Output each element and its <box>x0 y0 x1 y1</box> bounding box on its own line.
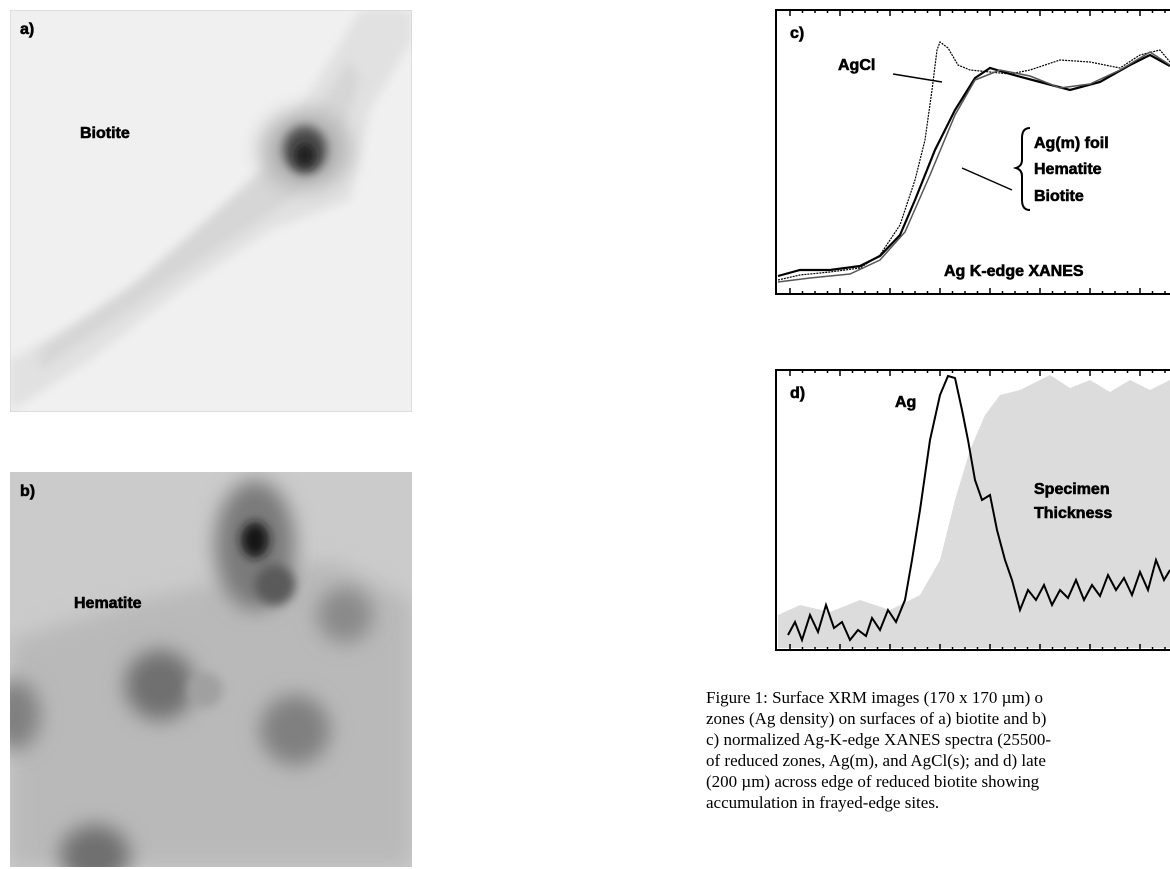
caption-line: Figure 1: Surface XRM images (170 x 170 … <box>706 688 1043 707</box>
caption: Figure 1: Surface XRM images (170 x 170 … <box>706 688 1051 812</box>
annotation: Hematite <box>74 595 142 612</box>
annotation: Specimen <box>1034 481 1110 498</box>
annotation: AgCl <box>838 57 875 74</box>
spectrum-panel-c <box>775 9 1170 295</box>
caption-line: of reduced zones, Ag(m), and AgCl(s); an… <box>706 751 1046 770</box>
annotation: Hematite <box>1034 161 1102 178</box>
panel-label: c) <box>790 25 804 42</box>
image-a <box>10 10 412 412</box>
annotation: Ag K-edge XANES <box>944 263 1084 280</box>
panel-label: d) <box>790 385 805 402</box>
annotation: Ag <box>895 394 916 411</box>
annotation: Ag(m) foil <box>1034 135 1109 152</box>
annotation: Thickness <box>1034 505 1112 522</box>
annotation: Biotite <box>80 125 130 142</box>
panel-label: a) <box>20 21 34 38</box>
panel-label: b) <box>20 483 35 500</box>
caption-line: accumulation in frayed-edge sites. <box>706 793 939 812</box>
caption-line: zones (Ag density) on surfaces of a) bio… <box>706 709 1046 728</box>
annotation: Biotite <box>1034 188 1084 205</box>
caption-line: (200 µm) across edge of reduced biotite … <box>706 772 1040 791</box>
image-b <box>10 472 412 867</box>
profile-panel-d <box>775 369 1170 651</box>
caption-line: c) normalized Ag-K-edge XANES spectra (2… <box>706 730 1051 749</box>
